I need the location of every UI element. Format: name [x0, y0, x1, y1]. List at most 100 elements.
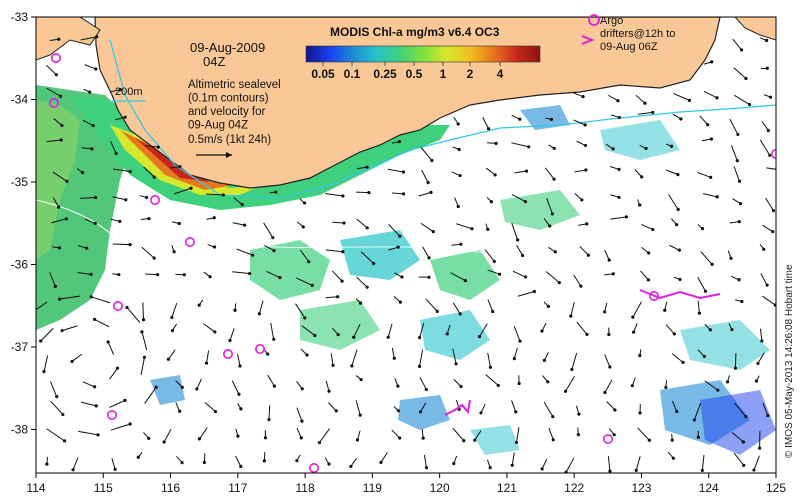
arrow-head-icon [60, 329, 64, 333]
arrow-head-icon [94, 404, 98, 408]
arrow-head-icon [123, 398, 127, 402]
arrow-head-icon [57, 205, 61, 209]
arrow-head-icon [118, 219, 122, 223]
velocity-arrow [387, 168, 404, 173]
arrow-head-icon [608, 469, 612, 473]
arrow-head-icon [773, 303, 776, 307]
velocity-arrow [46, 139, 62, 143]
colorbar-title: MODIS Chl-a mg/m3 v6.4 OC3 [330, 25, 500, 39]
arrow-head-icon [350, 364, 354, 368]
velocity-arrow [168, 349, 176, 360]
velocity-arrow [49, 381, 58, 397]
arrow-head-icon [454, 362, 458, 366]
arrow-head-icon [771, 230, 775, 234]
velocity-arrow [454, 197, 459, 207]
velocity-arrow [544, 167, 555, 180]
arrow-head-icon [491, 309, 495, 314]
velocity-arrow [610, 216, 627, 220]
x-tick-label: 123 [631, 481, 651, 495]
arrow-head-icon [274, 190, 278, 194]
arrow-head-icon [106, 340, 110, 344]
velocity-arrow [511, 400, 517, 413]
x-tick-label: 124 [699, 481, 719, 495]
velocity-arrow [111, 458, 116, 470]
arrow-head-icon [670, 438, 674, 442]
arrow-head-icon [744, 414, 748, 419]
arrow-head-icon [54, 73, 58, 77]
velocity-arrow [511, 452, 515, 466]
velocity-arrow [72, 457, 79, 470]
arrow-head-icon [768, 153, 772, 157]
arrow-head-icon [233, 308, 237, 312]
arrow-head-icon [557, 281, 561, 285]
arrow-head-icon [518, 117, 522, 121]
velocity-arrow [485, 167, 496, 176]
arrow-head-icon [617, 167, 621, 171]
arrow-head-icon [85, 246, 89, 250]
velocity-arrow [641, 223, 653, 231]
velocity-arrow [484, 249, 495, 262]
arrow-head-icon [140, 330, 144, 334]
legend-description: Altimetric sealevel (0.1m contours)and ve… [188, 79, 281, 146]
arrow-head-icon [118, 88, 122, 92]
velocity-arrow [606, 401, 616, 411]
arrow-head-icon [64, 217, 69, 221]
arrow-head-icon [156, 145, 160, 149]
arrow-head-icon [65, 179, 69, 183]
arrow-head-icon [586, 253, 590, 257]
arrow-head-icon [564, 470, 568, 473]
velocity-arrow [196, 378, 202, 390]
arrow-head-icon [272, 249, 276, 253]
arrow-head-icon [208, 275, 212, 279]
velocity-arrow [512, 270, 526, 278]
credit-text: © IMOS 05-May-2013 14:26:08 Hobart time [784, 264, 795, 458]
arrow-head-icon [250, 253, 255, 257]
arrow-head-icon [603, 390, 607, 395]
arrow-head-icon [756, 361, 760, 366]
arrow-head-icon [60, 123, 64, 128]
arrow-head-icon [123, 115, 127, 119]
arrow-head-icon [631, 315, 635, 319]
velocity-arrow [325, 380, 330, 392]
velocity-arrow [332, 221, 345, 224]
arrow-head-icon [62, 439, 67, 443]
arrow-head-icon [512, 357, 516, 361]
arrow-head-icon [577, 412, 581, 416]
arrow-head-icon [418, 335, 422, 340]
velocity-arrow [699, 115, 709, 126]
velocity-arrow [331, 270, 343, 282]
velocity-arrow [701, 454, 705, 471]
arrow-head-icon [742, 463, 746, 467]
scale-arrowhead-icon [226, 152, 232, 158]
velocity-arrow [296, 427, 302, 439]
velocity-arrow [702, 193, 718, 198]
arrow-head-icon [706, 123, 710, 127]
chlorophyll-patches [150, 105, 776, 455]
arrow-head-icon [671, 456, 675, 460]
argo-legend-line: Argo [600, 15, 623, 27]
velocity-arrow [268, 405, 271, 420]
arrow-head-icon [331, 363, 335, 367]
arrow-head-icon [647, 438, 651, 442]
arrow-head-icon [607, 332, 611, 337]
velocity-arrow [173, 187, 192, 195]
y-tick-label: -35 [11, 175, 29, 189]
arrow-head-icon [212, 245, 217, 249]
legend-line: 0.5m/s (1kt 24h) [188, 134, 271, 146]
arrow-head-icon [540, 467, 544, 471]
velocity-arrow [110, 141, 117, 154]
velocity-arrow [761, 121, 769, 131]
arrow-head-icon [551, 438, 555, 442]
sealevel-contour [149, 229, 776, 301]
arrow-head-icon [305, 353, 309, 357]
arrow-head-icon [552, 146, 556, 150]
velocity-arrow [696, 171, 711, 178]
velocity-arrow [94, 318, 110, 328]
arrow-head-icon [278, 275, 282, 280]
velocity-arrow [570, 302, 575, 317]
velocity-arrow [84, 218, 96, 224]
sealevel-contour [36, 199, 146, 421]
x-tick-label: 120 [430, 481, 450, 495]
arrow-head-icon [213, 330, 217, 334]
